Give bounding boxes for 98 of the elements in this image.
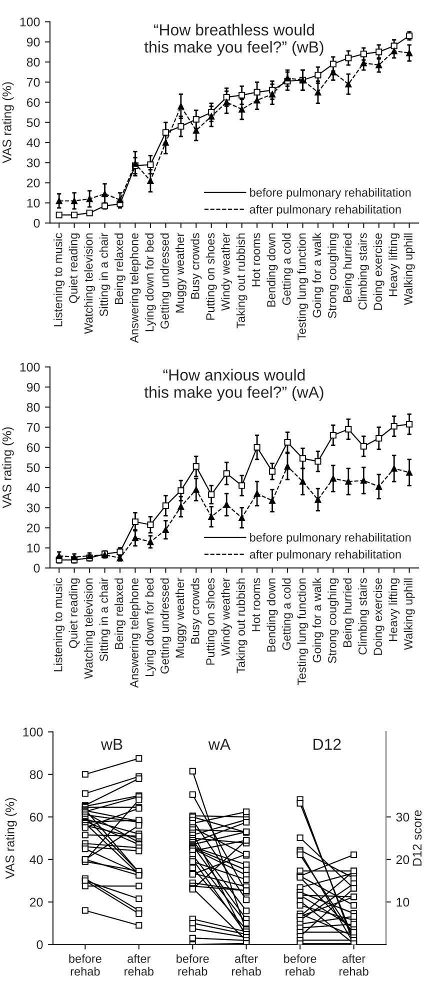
x-tick-label: Taking out rubbish [236, 234, 248, 328]
x-tick-label: Hot rooms [252, 578, 260, 632]
x-tick-label: before rehab [284, 954, 316, 976]
legend-label: before pulmonary rehabilitation [250, 188, 411, 200]
y-tick-label: 100 [20, 362, 40, 372]
y-tick-label: 80 [26, 58, 40, 67]
y-tick-label: 40 [26, 483, 40, 492]
y-tick-label: 30 [26, 503, 40, 512]
x-tick-label: Getting undressed [160, 578, 172, 674]
x-tick-label: Doing exercise [373, 233, 384, 310]
x-tick-label: Windy weather [221, 578, 232, 656]
y-tick-label: 50 [26, 118, 40, 128]
x-tick-label: Heavy lifting [388, 578, 400, 642]
y-tick-label: 60 [26, 443, 40, 452]
y-tick-label: 90 [26, 38, 40, 47]
x-tick-label: after rehab [232, 954, 261, 976]
x-tick-label: Bending down [266, 578, 278, 652]
y2-tick-label: 30 [396, 812, 410, 822]
x-tick-label: Testing lung function [297, 578, 308, 686]
x-tick-label: Being hurried [342, 578, 354, 647]
x-tick-label: Being relaxed [114, 578, 126, 649]
x-tick-label: Going for a walk [312, 578, 324, 662]
y2-axis-title: D12 score [412, 810, 422, 866]
y-tick-label: 10 [27, 544, 40, 553]
x-tick-label: Listening to music [54, 578, 65, 672]
x-tick-label: Getting a cold [282, 234, 294, 305]
y-tick-label: 40 [26, 138, 40, 148]
x-tick-label: Putting on shoes [206, 578, 217, 665]
x-tick-label: Strong coughing [328, 233, 339, 318]
x-tick-label: Busy crowds [190, 578, 202, 644]
x-tick-label: Sitting in a chair [99, 232, 110, 316]
y-axis-title: VAS rating (%) [2, 82, 14, 164]
x-tick-label: Muggy weather [175, 232, 186, 312]
x-tick-label: Testing lung function [297, 234, 308, 340]
x-tick-label: Climbing stairs [358, 578, 370, 655]
x-tick-label: Bending down [266, 234, 278, 307]
x-tick-label: Walking uphill [404, 234, 415, 306]
y-tick-label: 60 [26, 98, 40, 107]
x-tick-label: Watching television [84, 234, 96, 334]
y-tick-label: 0 [36, 940, 43, 950]
x-tick-label: Listening to music [54, 233, 65, 326]
x-tick-label: Being hurried [342, 233, 354, 302]
y-tick-label: 20 [30, 898, 43, 907]
y-tick-label: 100 [20, 18, 40, 26]
y-tick-label: 80 [26, 402, 40, 412]
legend-label: after pulmonary rehabilitation [250, 204, 401, 216]
x-tick-label: Getting undressed [160, 233, 172, 329]
y-tick-label: 40 [30, 855, 43, 864]
x-tick-label: before rehab [176, 954, 209, 976]
x-tick-label: Getting a cold [282, 578, 294, 650]
y-tick-label: 70 [26, 78, 40, 87]
y-tick-label: 20 [26, 178, 40, 188]
x-tick-label: Taking out rubbish [236, 578, 248, 674]
annotation: wB [100, 738, 122, 750]
y-tick-label: 90 [26, 382, 40, 392]
x-tick-label: Strong coughing [328, 578, 339, 664]
annotation: wA [208, 738, 231, 750]
text: “How anxious would this make you feel?” (wA) [144, 368, 324, 402]
x-tick-label: after rehab [124, 954, 154, 976]
x-tick-label: Climbing stairs [358, 233, 370, 310]
x-tick-label: Walking uphill [404, 578, 415, 650]
y-tick-label: 60 [30, 812, 43, 822]
y-axis-title: VAS rating (%) [5, 798, 17, 879]
y-tick-label: 10 [27, 198, 40, 208]
legend-label: before pulmonary rehabilitation [250, 532, 411, 544]
x-tick-label: Busy crowds [190, 233, 202, 299]
y-tick-label: 20 [26, 524, 40, 532]
y-tick-label: 50 [26, 463, 40, 472]
x-tick-label: after rehab [339, 954, 368, 976]
y-tick-label: 80 [30, 770, 43, 780]
y-tick-label: 0 [34, 218, 40, 228]
x-tick-label: Muggy weather [175, 578, 186, 658]
x-tick-label: Quiet reading [68, 233, 80, 304]
x-tick-label: Lying down for bed [144, 578, 156, 676]
y-tick-label: 30 [26, 158, 40, 168]
x-tick-label: Answering telephone [130, 578, 141, 688]
legend-label: after pulmonary rehabilitation [250, 550, 401, 561]
y-tick-label: 70 [26, 423, 40, 432]
x-tick-label: Sitting in a chair [99, 578, 110, 662]
y-tick-label: 0 [34, 564, 40, 573]
y2-tick-label: 10 [396, 898, 410, 907]
x-tick-label: Being relaxed [114, 234, 126, 304]
x-tick-label: before rehab [69, 954, 102, 976]
text: “How breathless would this make you feel?” (wB) [144, 24, 324, 56]
x-tick-label: Putting on shoes [206, 233, 217, 320]
y-axis-title: VAS rating (%) [2, 427, 14, 508]
x-tick-label: Hot rooms [252, 233, 260, 286]
x-tick-label: Windy weather [221, 232, 232, 311]
x-tick-label: Answering telephone [130, 233, 141, 343]
x-tick-label: Quiet reading [68, 578, 80, 648]
x-tick-label: Going for a walk [312, 232, 324, 318]
x-tick-label: Heavy lifting [388, 234, 400, 296]
x-tick-label: Lying down for bed [144, 233, 156, 332]
x-tick-label: Watching television [84, 578, 96, 679]
x-tick-label: Doing exercise [373, 578, 384, 655]
y-tick-label: 100 [23, 728, 43, 737]
annotation: D12 [314, 738, 341, 750]
y2-tick-label: 20 [396, 855, 410, 864]
